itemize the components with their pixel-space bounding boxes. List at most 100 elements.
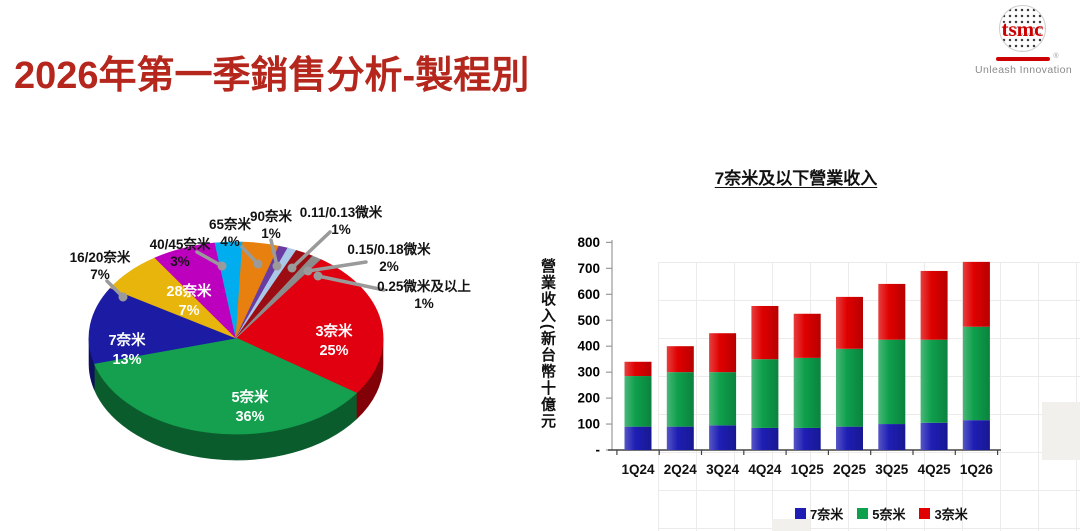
pie-slice-7奈米 [88, 287, 238, 364]
pie-label-name: 0.11/0.13微米 [299, 205, 383, 220]
y-tick-label: - [596, 443, 601, 458]
y-tick-label: 300 [577, 365, 600, 380]
y-tick-label: 500 [577, 313, 600, 328]
bar-segment-7奈米-1Q26 [962, 420, 990, 450]
y-tick-label: 800 [577, 235, 600, 250]
pie-label-percent: 4% [220, 234, 240, 249]
bar-segment-7奈米-2Q25 [836, 426, 863, 450]
pie-label-7奈米: 7奈米 13% [108, 332, 145, 370]
pie-slice-0.25微米及以上 [235, 255, 321, 339]
y-tick-label: 100 [577, 417, 600, 432]
pie-leader-line [306, 260, 368, 273]
pie-label-percent: 25% [319, 343, 349, 359]
pie-label-65奈米: 65奈米 4% [209, 216, 251, 250]
y-tick-label: 700 [577, 261, 600, 276]
bar-segment-5奈米-2Q25 [836, 348, 863, 427]
pie-label-name: 40/45奈米 [149, 237, 211, 252]
legend-swatch [857, 508, 869, 519]
legend-label: 7奈米 [810, 507, 844, 522]
bar-chart-legend: 7奈米 5奈米 3奈米 [795, 504, 968, 523]
bar-segment-7奈米-2Q24 [666, 426, 694, 450]
pie-label-name: 5奈米 [231, 390, 269, 406]
pie-label-percent: 36% [235, 409, 265, 425]
bar-segment-3奈米-4Q25 [920, 270, 948, 340]
x-category-label: 1Q24 [621, 462, 655, 477]
pie-label-0.11/0.13微米: 0.11/0.13微米 1% [300, 204, 383, 238]
bar-segment-3奈米-1Q25 [793, 313, 821, 358]
pie-label-0.25微米及以上: 0.25微米及以上 1% [377, 278, 471, 312]
pie-label-40/45奈米: 40/45奈米 3% [150, 236, 211, 270]
pie-leader-dot [217, 261, 227, 271]
pie-label-name: 65奈米 [208, 217, 252, 232]
pie-label-3奈米: 3奈米 25% [315, 323, 352, 361]
pie-label-name: 90奈米 [249, 209, 293, 224]
pie-slice-5奈米 [93, 337, 358, 435]
pie-label-name: 3奈米 [315, 324, 353, 340]
pie-label-90奈米: 90奈米 1% [250, 208, 292, 242]
bar-segment-7奈米-4Q24 [751, 427, 779, 450]
x-category-label: 2Q25 [833, 462, 867, 477]
pie-label-percent: 1% [414, 296, 434, 311]
pie-label-percent: 7% [178, 303, 200, 319]
legend-label: 5奈米 [872, 507, 906, 522]
watermark-cell [1042, 402, 1080, 460]
legend-swatch [919, 508, 931, 519]
bar-segment-3奈米-2Q25 [836, 296, 863, 349]
x-category-label: 3Q25 [875, 462, 909, 477]
pie-slice-3奈米 [235, 258, 384, 394]
legend-item-3奈米: 3奈米 [919, 504, 968, 523]
bar-segment-5奈米-4Q25 [920, 339, 948, 423]
brand-underline: ® [995, 53, 1059, 61]
x-category-label: 2Q24 [664, 462, 698, 477]
pie-leader-dot [118, 292, 128, 302]
pie-chart [88, 230, 386, 461]
x-category-label: 1Q26 [960, 462, 994, 477]
bar-segment-3奈米-3Q25 [878, 283, 906, 340]
bar-segment-3奈米-2Q24 [666, 346, 694, 373]
legend-item-5奈米: 5奈米 [857, 504, 905, 523]
pie-leader-dot [272, 261, 282, 271]
pie-label-0.15/0.18微米: 0.15/0.18微米 2% [347, 241, 430, 275]
pie-leader-line [290, 230, 332, 270]
bar-segment-5奈米-4Q24 [751, 359, 779, 428]
pie-leader-line [195, 250, 224, 268]
bar-segment-5奈米-3Q25 [878, 339, 906, 425]
x-category-label: 4Q25 [918, 462, 952, 477]
bar-segment-5奈米-2Q24 [666, 372, 694, 427]
pie-label-name: 0.15/0.18微米 [347, 242, 431, 257]
y-tick-label: 400 [577, 339, 600, 354]
pie-label-16/20奈米: 16/20奈米 7% [70, 249, 131, 283]
bar-segment-5奈米-1Q26 [962, 326, 990, 421]
bar-segment-7奈米-3Q24 [709, 425, 737, 450]
x-category-label: 1Q25 [791, 462, 825, 477]
pie-label-name: 16/20奈米 [69, 250, 131, 265]
pie-label-name: 28奈米 [166, 284, 212, 300]
wafer-icon: tsmc [999, 5, 1046, 52]
pie-label-percent: 3% [170, 254, 190, 269]
bar-segment-3奈米-4Q24 [751, 305, 779, 360]
x-category-label: 3Q24 [706, 462, 740, 477]
pie-label-percent: 1% [331, 222, 351, 237]
pie-label-percent: 7% [90, 267, 110, 282]
pie-leader-line [316, 274, 386, 292]
watermark-cell [772, 519, 810, 531]
pie-label-percent: 2% [379, 259, 399, 274]
pie-label-percent: 13% [112, 352, 142, 368]
brand-text: tsmc [1001, 17, 1044, 41]
registered-mark: ® [1053, 53, 1059, 60]
pie-label-5奈米: 5奈米 36% [231, 389, 268, 427]
pie-leader-dot [253, 259, 263, 269]
bar-segment-5奈米-3Q24 [709, 372, 737, 426]
y-tick-label: 200 [577, 391, 600, 406]
x-category-label: 4Q24 [748, 462, 782, 477]
bar-segment-5奈米-1Q25 [793, 357, 821, 428]
slide-title: 2026年第一季銷售分析-製程別 [14, 55, 530, 97]
legend-label: 3奈米 [934, 507, 968, 522]
bar-segment-7奈米-1Q25 [793, 427, 821, 450]
pie-leader-dot [313, 271, 323, 281]
bar-segment-7奈米-4Q25 [920, 422, 948, 450]
pie-label-28奈米: 28奈米 7% [166, 283, 211, 321]
y-tick-label: 600 [577, 287, 600, 302]
pie-label-name: 0.25微米及以上 [377, 279, 471, 294]
